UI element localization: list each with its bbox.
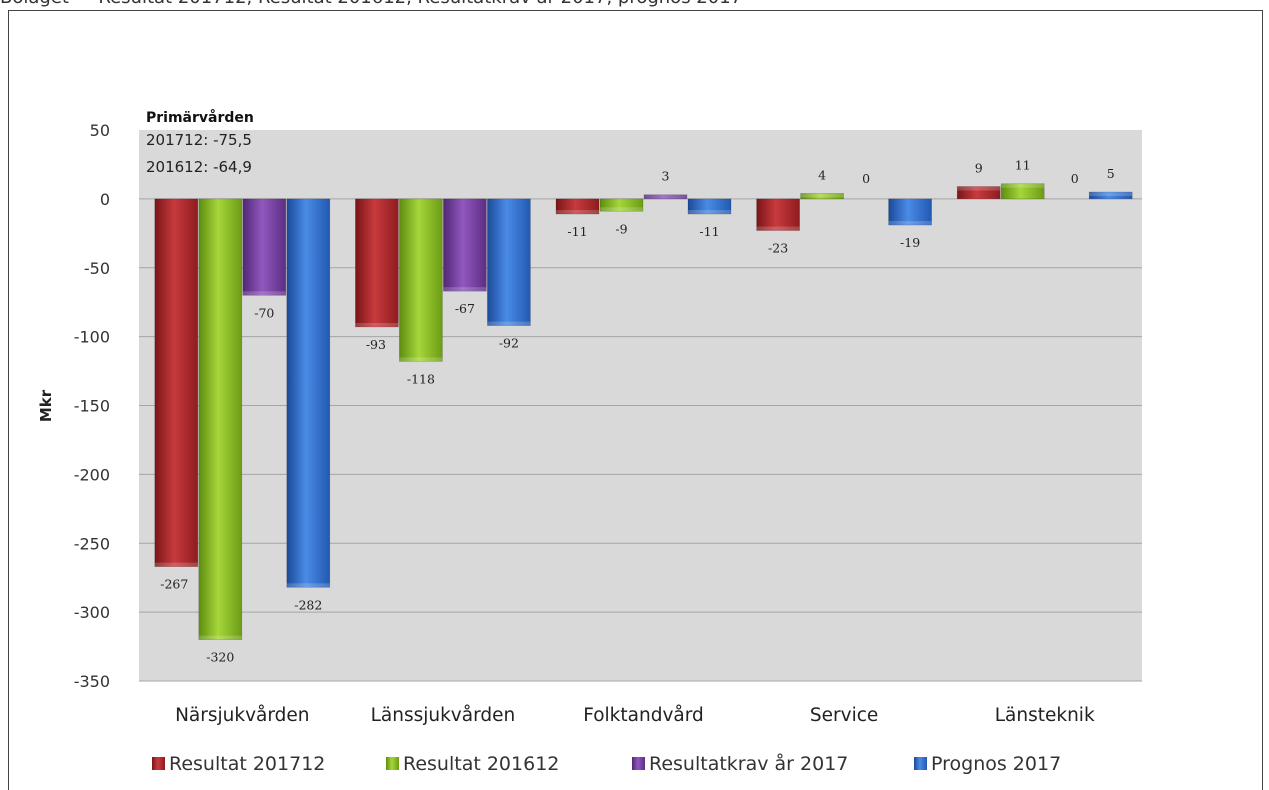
data-label: -320 [206, 650, 234, 665]
bar-edge-highlight [355, 322, 399, 327]
bar-resultatkrav-r-2017-1 [443, 198, 487, 292]
y-tick-label: -200 [74, 465, 110, 484]
y-tick-label: 0 [100, 190, 110, 209]
legend-swatch [386, 757, 399, 770]
y-tick-label: -150 [74, 397, 110, 416]
data-label: -9 [615, 221, 627, 236]
bar-edge-highlight [888, 221, 932, 226]
legend-swatch [632, 757, 645, 770]
x-category-label: Närsjukvården [175, 705, 309, 726]
data-label: -67 [455, 301, 475, 316]
bar-resultat-201712-3 [756, 198, 800, 231]
y-axis-label: Mkr [37, 389, 55, 422]
data-label: -267 [160, 577, 188, 592]
bar-resultat-201612-1 [399, 198, 443, 362]
bar-resultat-201712-2 [555, 198, 600, 215]
x-category-label: Länssjukvården [371, 705, 516, 726]
y-tick-label: -100 [74, 328, 110, 347]
annotation-line-201712: 201712: -75,5 [146, 131, 252, 149]
bar-resultat-201612-3 [800, 193, 844, 200]
bar-resultat-201612-2 [599, 198, 644, 212]
legend-label: Resultatkrav år 2017 [649, 752, 848, 775]
data-label: -11 [699, 224, 719, 239]
header-strip: Bolaget — Resultat 201712, Resultat 2016… [0, 0, 1269, 10]
legend-label: Prognos 2017 [931, 753, 1061, 775]
bar-resultatkrav-r-2017-0 [242, 198, 287, 296]
x-category-label: Länsteknik [995, 705, 1095, 726]
data-label: -93 [366, 337, 386, 352]
legend: Resultat 201712 Resultat 201612 Resultatkr… [152, 752, 1061, 775]
bar-prognos-2017-0 [286, 198, 331, 588]
data-label: 0 [862, 171, 870, 186]
y-tick-label: -300 [74, 603, 110, 622]
y-axis-ticks: 50 0 -50 -100 -150 -200 -250 -300 -350 [74, 121, 110, 691]
data-label: 4 [818, 167, 826, 182]
bar-resultat-201712-4 [956, 186, 1001, 200]
bar-edge-highlight [756, 226, 800, 231]
legend-label: Resultat 201612 [403, 753, 559, 775]
bar-edge-highlight [242, 291, 286, 296]
bar-edge-highlight [1001, 183, 1045, 188]
header-strip-text: Bolaget — Resultat 201712, Resultat 2016… [0, 0, 742, 8]
bar-prognos-2017-4 [1088, 191, 1133, 200]
data-label: 9 [975, 160, 983, 175]
chart-frame [8, 10, 1263, 790]
bar-edge-highlight [800, 193, 844, 198]
bar-edge-highlight [644, 194, 687, 199]
bar-prognos-2017-3 [888, 198, 932, 226]
annotation-title: Primärvården [146, 109, 254, 126]
data-label: -92 [499, 336, 519, 351]
bar-edge-highlight [443, 287, 487, 292]
annotation-box: Primärvården 201712: -75,5 201612: -64,9 [146, 109, 254, 176]
bars [154, 183, 1133, 640]
annotation-line-201612: 201612: -64,9 [146, 158, 252, 176]
bar-edge-highlight [1089, 191, 1133, 196]
bar-edge-highlight [198, 635, 242, 640]
bar-edge-highlight [957, 186, 1001, 191]
data-label: -23 [768, 241, 788, 256]
bar-resultatkrav-r-2017-2 [643, 194, 688, 200]
bar-resultat-201712-1 [355, 198, 399, 328]
bar-edge-highlight [286, 583, 330, 588]
y-tick-label: -350 [74, 672, 110, 691]
bar-prognos-2017-2 [687, 198, 732, 215]
data-label: -11 [567, 224, 587, 239]
legend-label: Resultat 201712 [169, 753, 325, 775]
bar-edge-highlight [688, 210, 731, 215]
data-label: -70 [254, 305, 274, 320]
data-label: -19 [900, 235, 920, 250]
data-label: -282 [294, 597, 322, 612]
data-labels: -267-320-70-282-93-118-67-92-11 -93-11-23… [160, 158, 1114, 665]
bar-edge-highlight [487, 321, 531, 326]
bar-resultat-201612-0 [198, 198, 243, 640]
bar-resultat-201612-4 [1000, 183, 1045, 200]
data-label: 11 [1015, 158, 1031, 173]
data-label: 3 [662, 169, 670, 184]
data-label: 0 [1071, 171, 1079, 186]
data-label: -118 [407, 371, 435, 386]
bar-edge-highlight [154, 562, 198, 567]
y-tick-label: -250 [74, 534, 110, 553]
legend-swatch [152, 757, 165, 770]
data-label: 5 [1107, 166, 1115, 181]
x-axis-categories: Närsjukvården Länssjukvården Folktandvård S… [175, 705, 1095, 726]
y-tick-label: -50 [84, 259, 110, 278]
x-category-label: Service [810, 705, 878, 726]
bar-edge-highlight [600, 207, 643, 212]
bar-resultat-201712-0 [154, 198, 199, 567]
bar-edge-highlight [556, 210, 599, 215]
y-tick-label: 50 [90, 121, 110, 140]
x-category-label: Folktandvård [583, 705, 704, 726]
legend-swatch [914, 757, 927, 770]
bar-prognos-2017-1 [487, 198, 531, 326]
bar-edge-highlight [399, 357, 443, 362]
